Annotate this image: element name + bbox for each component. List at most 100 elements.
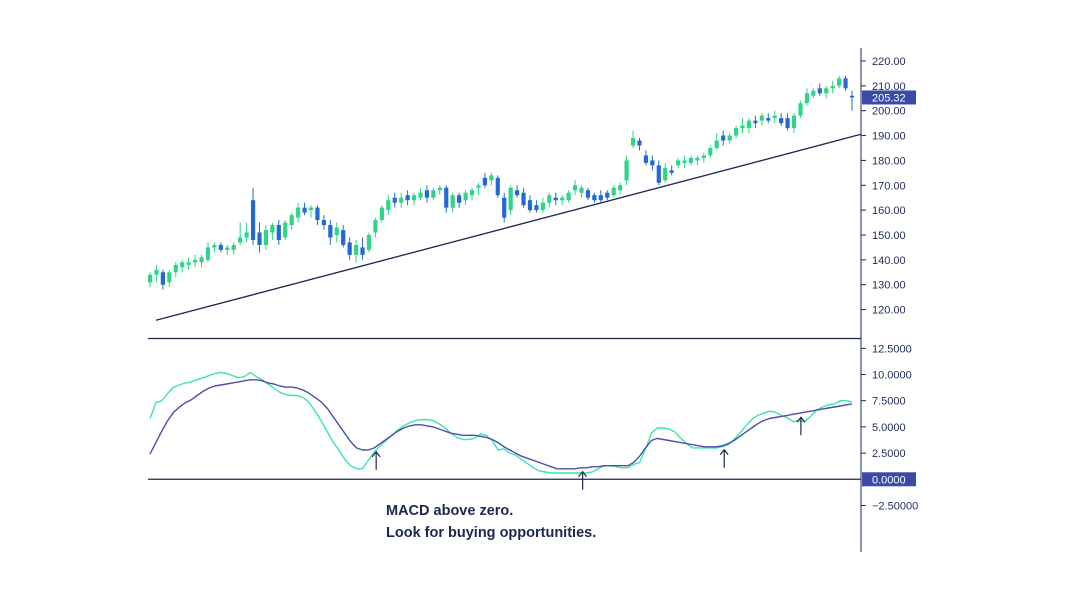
candle-up (811, 88, 816, 99)
candle-up (676, 157, 681, 168)
candle-body (727, 135, 732, 141)
candle-body (830, 85, 835, 89)
candle-down (360, 237, 365, 260)
candle-down (321, 215, 326, 231)
candle-body (804, 93, 810, 104)
candle-down (444, 185, 449, 213)
candle-body (759, 115, 764, 121)
candle-body (411, 195, 417, 201)
candle-body (592, 195, 597, 201)
candle-up (431, 187, 436, 201)
candle-body (837, 78, 842, 86)
candle-down (302, 202, 307, 216)
trendline (155, 133, 862, 321)
candle-body (457, 195, 462, 203)
candle-body (463, 192, 468, 201)
candle-up (798, 100, 803, 119)
candle-down (534, 200, 539, 213)
candle-down (585, 187, 591, 201)
candle-up (624, 155, 629, 186)
candle-body (766, 118, 771, 121)
candle-body (502, 197, 507, 218)
candle-body (579, 187, 584, 193)
price-tick-label: 220.00 (872, 56, 906, 68)
candle-up (611, 185, 616, 198)
candle-up (450, 192, 455, 213)
candle-up (663, 162, 668, 183)
candle-body (527, 200, 533, 211)
candle-body (540, 202, 545, 211)
candle-up (231, 242, 236, 255)
candle-up (154, 264, 159, 283)
arrow-head (578, 470, 588, 478)
candle-body (418, 192, 423, 198)
candle-body (218, 244, 223, 250)
candle-down (643, 150, 649, 166)
candle-down (592, 192, 597, 203)
candle-body (192, 259, 198, 263)
candle-down (553, 192, 558, 206)
macd-panel: 12.5000 10.0000 7.5000 5.0000 2.5000 −2.50000… (148, 343, 918, 512)
signal-line (149, 379, 853, 470)
candle-up (186, 257, 191, 270)
macd-tick-label: 5.0000 (872, 422, 906, 434)
candle-body (212, 244, 217, 248)
candle-body (682, 160, 687, 163)
price-tick-label: 130.00 (872, 280, 906, 292)
candle-body (560, 197, 565, 201)
candle-up (192, 254, 198, 268)
candle-up (759, 113, 764, 126)
candle-body (180, 262, 185, 268)
candle-down (218, 242, 223, 253)
candle-body (714, 140, 719, 148)
candle-down (457, 192, 462, 208)
candle-body (688, 157, 694, 163)
candle-up (437, 185, 442, 196)
price-tick-label: 180.00 (872, 155, 906, 167)
candle-down (515, 185, 520, 198)
candle-up (701, 152, 706, 163)
price-tick-label: 190.00 (872, 131, 906, 143)
candle-up (418, 187, 423, 201)
candle-body (605, 192, 610, 198)
candle-up (708, 145, 713, 158)
candle-up (830, 80, 835, 94)
candle-up (547, 192, 552, 208)
candle-body (366, 234, 372, 250)
candle-up (366, 232, 372, 253)
candle-up (308, 205, 314, 218)
candle-body (630, 138, 636, 146)
candle-body (250, 200, 256, 240)
candle-body (791, 115, 797, 129)
candle-down (527, 195, 533, 213)
price-tick-label: 150.00 (872, 230, 906, 242)
candle-up (173, 262, 178, 278)
candle-body (147, 274, 153, 283)
candle-up (727, 133, 732, 144)
candle-up (379, 205, 384, 223)
candle-up (296, 202, 301, 223)
candle-body (566, 192, 571, 201)
price-panel: 220.00 210.00 200.00 190.00 180.00 170.00 160.… (147, 48, 916, 552)
candle-up (740, 118, 745, 134)
candle-body (424, 190, 430, 198)
candle-body (444, 187, 449, 208)
candle-body (302, 207, 307, 213)
candle-up (205, 242, 211, 263)
candle-body (695, 157, 700, 161)
candle-body (824, 88, 829, 94)
candle-body (843, 78, 848, 89)
candle-up (386, 195, 391, 216)
price-tick-label: 170.00 (872, 180, 906, 192)
arrow-head (371, 450, 381, 458)
price-tick-label: 210.00 (872, 81, 906, 93)
buy-arrow (796, 416, 806, 436)
candle-up (682, 155, 687, 168)
candle-body (399, 197, 404, 203)
candle-body (431, 190, 436, 198)
candle-up (560, 195, 565, 206)
candle-body (746, 120, 752, 129)
candle-down (849, 90, 855, 111)
last-price-badge (862, 90, 916, 105)
candle-up (225, 244, 230, 255)
